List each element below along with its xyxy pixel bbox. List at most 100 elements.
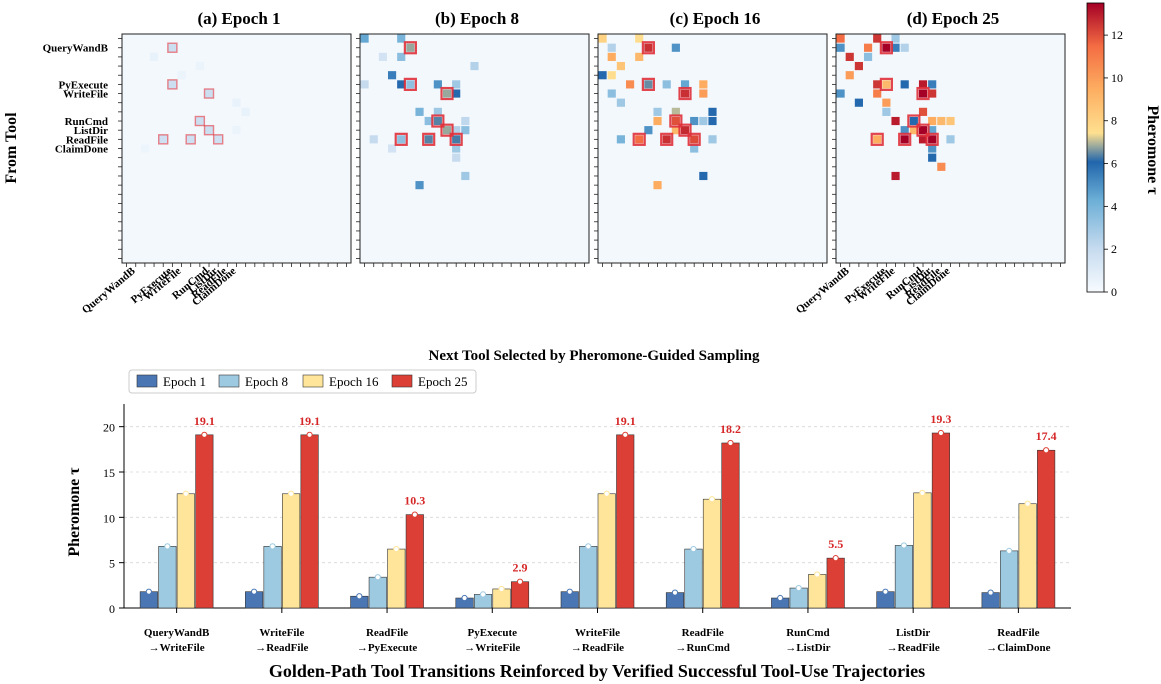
heatmap-cell bbox=[671, 126, 680, 135]
heatmap-y-axis-label: From Tool bbox=[3, 112, 20, 184]
heatmap-cell bbox=[845, 52, 854, 61]
golden-path-highlight bbox=[898, 132, 912, 146]
heatmap-cell bbox=[644, 43, 653, 52]
bar bbox=[913, 492, 932, 609]
bar-marker bbox=[374, 574, 381, 581]
heatmap-cell bbox=[461, 116, 470, 126]
golden-path-highlight bbox=[449, 132, 463, 146]
x-tick-label: ReadFile bbox=[682, 627, 724, 639]
heatmap-cell bbox=[470, 61, 479, 71]
panel-title: (b) Epoch 8 bbox=[435, 9, 519, 28]
x-tick-label: ReadFile bbox=[366, 627, 408, 639]
heatmap-cell bbox=[900, 126, 909, 135]
golden-path-highlight bbox=[641, 41, 655, 55]
golden-path-highlight bbox=[440, 86, 454, 101]
bar bbox=[826, 557, 845, 609]
heatmap-cell bbox=[644, 80, 653, 89]
bar-marker bbox=[727, 439, 734, 447]
heatmap-cell bbox=[680, 80, 690, 89]
heatmap-background bbox=[598, 34, 827, 263]
bar-marker bbox=[164, 543, 171, 550]
heatmap-cell bbox=[653, 107, 662, 116]
heatmap-cell bbox=[891, 171, 900, 181]
x-tick-label: →ReadFile bbox=[255, 642, 308, 654]
row-label: QueryWandB bbox=[43, 43, 109, 55]
golden-path-highlight bbox=[167, 42, 178, 53]
golden-path-highlight bbox=[916, 86, 930, 101]
bar bbox=[1037, 449, 1056, 609]
colorbar-tick-label: 4 bbox=[1111, 199, 1117, 213]
heatmap-cell bbox=[397, 52, 406, 61]
heatmap-cell bbox=[452, 135, 461, 144]
golden-path-highlight bbox=[403, 77, 417, 91]
heatmap-cell bbox=[635, 52, 644, 61]
heatmap-cell bbox=[671, 43, 680, 52]
heatmap-cell bbox=[195, 116, 204, 126]
bar bbox=[282, 493, 301, 609]
heatmap-cell bbox=[140, 144, 149, 153]
heatmap-cell bbox=[598, 71, 607, 80]
golden-path-highlight bbox=[422, 132, 436, 146]
heatmap-cell bbox=[168, 80, 177, 89]
heatmap-cell bbox=[653, 181, 662, 190]
bar bbox=[1018, 503, 1037, 609]
heatmap-cell bbox=[909, 116, 918, 126]
x-tick-label: RunCmd bbox=[786, 627, 829, 639]
heatmap-background bbox=[122, 34, 351, 263]
heatmap-cell bbox=[680, 89, 690, 98]
bar bbox=[176, 493, 195, 609]
heatmap-cell bbox=[690, 116, 699, 126]
y-tick-label: 20 bbox=[103, 421, 115, 435]
bar-marker bbox=[516, 578, 524, 585]
x-tick-label: WriteFile bbox=[575, 627, 620, 639]
bar-marker bbox=[1043, 447, 1050, 454]
heatmap-cell bbox=[928, 153, 937, 162]
heatmap-cell bbox=[946, 116, 955, 126]
heatmap-cell bbox=[168, 43, 177, 52]
heatmap-cell bbox=[360, 80, 369, 89]
bar-marker bbox=[145, 588, 152, 595]
row-label: RunCmd bbox=[65, 116, 108, 128]
heatmap-cell bbox=[607, 89, 616, 98]
bar-marker bbox=[777, 594, 784, 602]
legend-item: Epoch 16 bbox=[302, 374, 379, 389]
bar bbox=[808, 574, 827, 609]
column-label: QueryWandB bbox=[794, 265, 852, 317]
heatmap-cell bbox=[442, 89, 452, 98]
legend-item: Epoch 1 bbox=[136, 374, 206, 389]
x-tick-label: →WriteFile bbox=[464, 642, 520, 654]
legend-label: Epoch 8 bbox=[245, 374, 288, 389]
heatmap-cell bbox=[232, 126, 241, 135]
column-label: QueryWandB bbox=[80, 265, 138, 317]
heatmap-cell bbox=[149, 52, 159, 61]
heatmap-cell bbox=[607, 71, 616, 80]
bar bbox=[1000, 550, 1019, 609]
bar-marker bbox=[585, 543, 592, 550]
heatmap-cell bbox=[415, 107, 424, 116]
colorbar-tick-label: 8 bbox=[1111, 114, 1117, 128]
heatmap-cell bbox=[241, 107, 250, 116]
golden-path-highlight bbox=[194, 115, 206, 127]
x-tick-label: →PyExecute bbox=[357, 642, 418, 654]
colorbar-tick-label: 0 bbox=[1111, 285, 1117, 299]
heatmap-cell bbox=[177, 71, 186, 80]
heatmap-cell bbox=[946, 135, 955, 144]
colorbar-ticks: 0 2 4 6 8 10 12 bbox=[1104, 28, 1123, 299]
bar-x-axis-label: Golden-Path Tool Transitions Reinforced … bbox=[269, 661, 925, 681]
bar-marker bbox=[269, 543, 276, 550]
heatmap-cell bbox=[461, 126, 470, 135]
bar-marker bbox=[708, 496, 716, 503]
x-tick-label: →ReadFile bbox=[887, 642, 940, 654]
colorbar-label: Pheromone τ bbox=[1144, 105, 1161, 195]
heatmap-cell bbox=[928, 116, 937, 126]
bar-chart: 0 5 10 15 20 19.1 QueryWandB →WriteFile 19.1 Writ… bbox=[103, 404, 1071, 654]
heatmap-cell bbox=[836, 43, 845, 52]
heatmap-cell bbox=[195, 61, 204, 71]
row-label: ListDir bbox=[74, 125, 108, 137]
bar-marker bbox=[461, 594, 468, 602]
heatmap-cell bbox=[836, 89, 845, 98]
colorbar-tick-label: 2 bbox=[1111, 242, 1117, 256]
heatmap-cell bbox=[452, 89, 461, 98]
bar bbox=[894, 545, 913, 609]
x-tick-label: →RunCmd bbox=[676, 642, 730, 654]
